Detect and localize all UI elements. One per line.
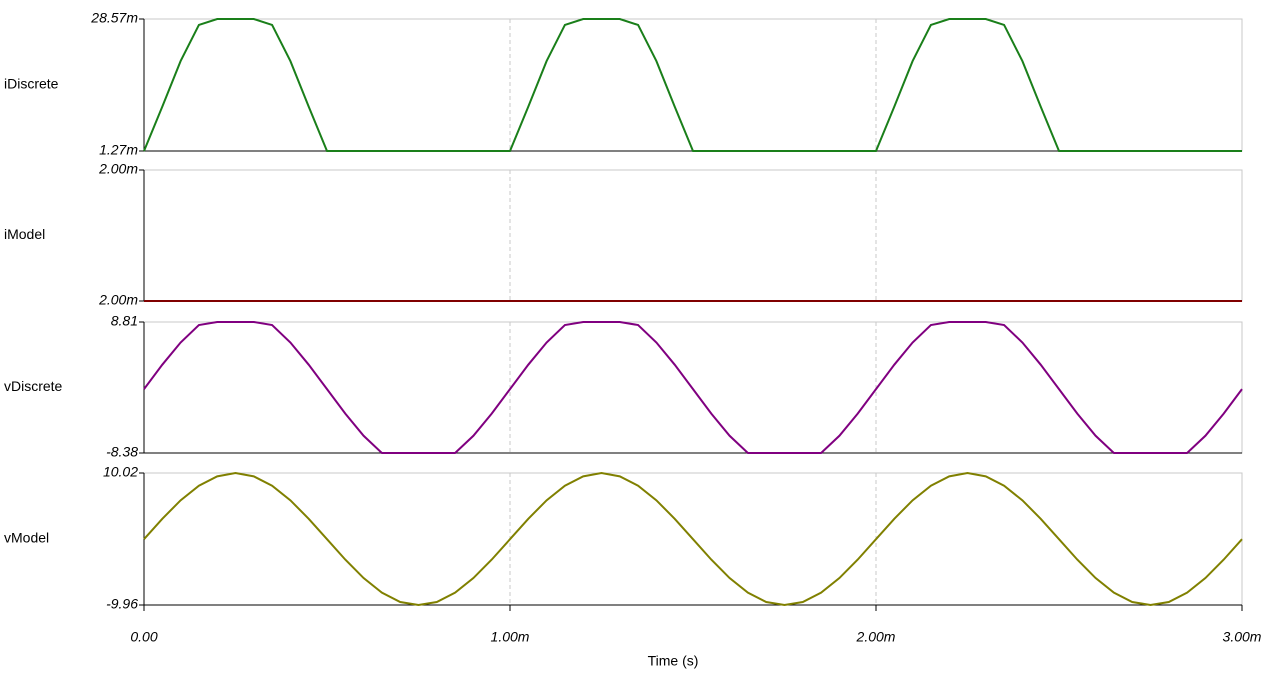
series-line	[143, 321, 1243, 454]
series-label: iDiscrete	[4, 76, 59, 92]
y-tick-label: 28.57m	[90, 10, 138, 26]
y-tick-label: 1.27m	[99, 142, 138, 158]
series-label: vModel	[4, 530, 49, 546]
x-tick-label: 2.00m	[856, 629, 896, 645]
series-line	[143, 18, 1242, 152]
y-tick-label: 10.02	[103, 464, 138, 480]
x-tick-label: 3.00m	[1223, 629, 1262, 645]
x-tick-label: 1.00m	[491, 629, 530, 645]
series-label: iModel	[4, 226, 45, 242]
x-axis-label: Time (s)	[648, 653, 699, 669]
y-tick-label: 2.00m	[98, 292, 138, 308]
x-tick-label: 0.00	[130, 629, 157, 645]
series-label: vDiscrete	[4, 378, 63, 394]
y-tick-label: 2.00m	[98, 161, 138, 177]
y-tick-label: 8.81	[111, 313, 138, 329]
y-tick-label: -8.38	[106, 444, 138, 460]
y-tick-label: -9.96	[106, 596, 138, 612]
plot-frame	[143, 169, 1243, 302]
series-line	[143, 471, 1243, 607]
plot-frame	[143, 18, 1243, 152]
